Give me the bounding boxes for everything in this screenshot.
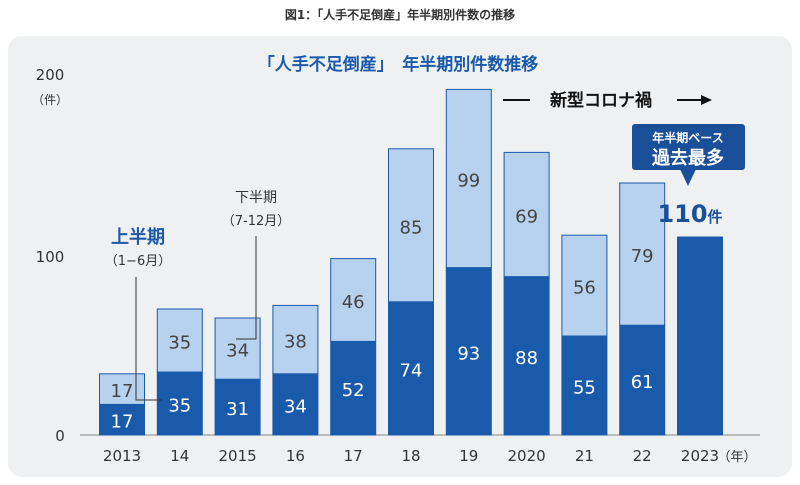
record-callout-box [632, 124, 745, 170]
data-label-second-half: 69 [515, 207, 538, 228]
data-label-second-half: 79 [631, 246, 654, 267]
data-label-second-half: 56 [573, 278, 596, 299]
data-label-second-half: 46 [342, 292, 365, 313]
data-label-first-half: 74 [400, 360, 423, 381]
legend-second-half-months: （7-12月） [222, 214, 291, 229]
x-tick-label: 21 [575, 447, 594, 465]
x-tick-label: 2013 [103, 447, 141, 465]
bar-second-half [561, 234, 608, 337]
bar-first-half [99, 403, 145, 436]
data-label-second-half: 38 [284, 332, 307, 353]
data-label-first-half: 55 [573, 378, 596, 399]
x-tick-label: 14 [170, 447, 189, 465]
x-tick-label: 16 [286, 447, 305, 465]
legend-first-half-months: （1−6月） [105, 254, 171, 269]
bar-first-half [388, 301, 434, 436]
record-value: 110件 [657, 200, 722, 228]
bar-second-half [156, 308, 203, 373]
y-unit-label: （件） [32, 93, 68, 107]
data-label-first-half: 52 [342, 380, 365, 401]
bar-second-half [330, 258, 377, 342]
bar-first-half [561, 335, 608, 436]
x-tick-label: 17 [344, 447, 363, 465]
record-callout-pointer [680, 169, 696, 186]
second-half-leader-line [236, 236, 257, 340]
y-tick-label: 100 [36, 248, 65, 266]
legend-second-half: 下半期 [235, 190, 277, 206]
bar-second-half [503, 151, 550, 278]
x-tick-label: 18 [401, 447, 420, 465]
data-label-first-half: 17 [111, 412, 134, 433]
data-label-second-half: 17 [111, 381, 134, 402]
y-tick-label: 200 [36, 66, 65, 84]
y-tick-label: 0 [55, 427, 65, 445]
record-value-unit: 件 [708, 208, 723, 226]
data-label-second-half: 85 [400, 217, 423, 238]
data-label-second-half: 34 [226, 341, 249, 362]
chart-title: 「人手不足倒産」 年半期別件数推移 [258, 54, 539, 75]
bar-second-half [99, 373, 145, 405]
x-tick-label: 22 [633, 447, 652, 465]
record-callout-line1: 年半期ベース [652, 130, 723, 145]
bar-first-half [330, 340, 377, 436]
x-tick-label: 2020 [508, 447, 546, 465]
bar-second-half [272, 304, 319, 375]
bar-first-half [272, 373, 319, 436]
x-tick-label: 19 [459, 447, 478, 465]
bar-second-half [619, 182, 666, 326]
data-label-second-half: 35 [168, 333, 191, 354]
x-tick-label: 2015 [219, 447, 257, 465]
bar-second-half [445, 88, 492, 269]
x-unit-label: （年） [717, 450, 756, 465]
data-label-first-half: 34 [284, 396, 307, 417]
data-label-first-half: 61 [631, 372, 654, 393]
data-label-first-half: 35 [168, 396, 191, 417]
data-label-first-half: 93 [457, 343, 480, 364]
bar-second-half [214, 317, 261, 380]
x-tick-label: 2023 [681, 447, 719, 465]
first-half-leader-line [135, 277, 162, 401]
bar-first-half [677, 236, 723, 436]
data-label-second-half: 99 [457, 171, 480, 192]
figure-title: 図1：「人手不足倒産」年半期別件数の推移 [284, 8, 516, 22]
data-label-first-half: 31 [226, 399, 249, 420]
covid-arrow-head [701, 95, 712, 105]
bar-second-half [388, 148, 434, 303]
bar-first-half [156, 371, 203, 436]
bar-first-half [445, 267, 492, 436]
record-value-number: 110 [657, 200, 707, 228]
record-callout-line2: 過去最多 [652, 147, 724, 169]
bar-first-half [214, 378, 261, 436]
legend-first-half: 上半期 [111, 226, 165, 248]
data-label-first-half: 88 [515, 348, 538, 369]
covid-label: 新型コロナ禍 [550, 90, 652, 111]
